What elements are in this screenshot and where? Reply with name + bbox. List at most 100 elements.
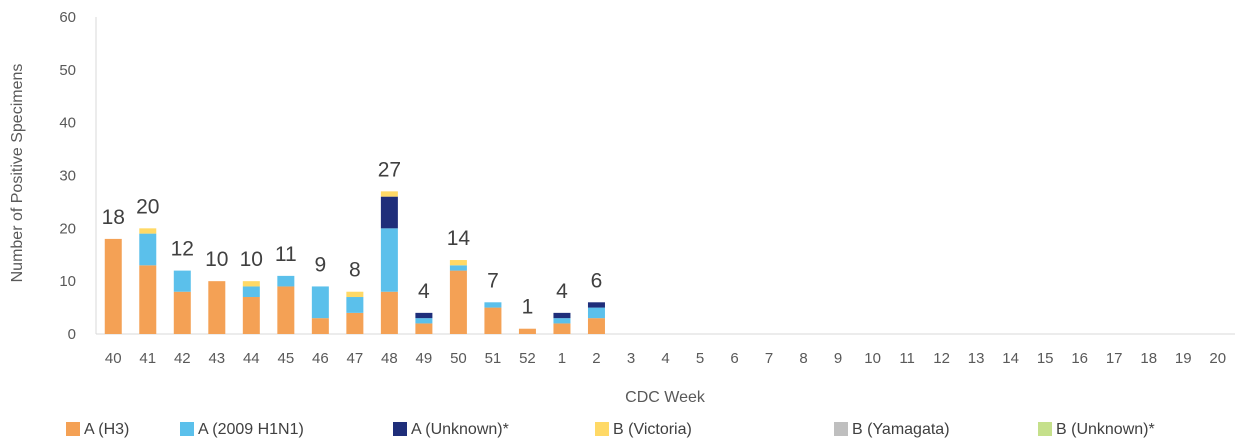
x-tick-label: 7: [765, 350, 773, 367]
data-label: 11: [275, 243, 297, 266]
bar-segment: [380, 191, 398, 197]
x-tick-label: 12: [933, 350, 950, 367]
y-tick-label: 50: [59, 62, 76, 79]
x-tick-label: 13: [968, 350, 985, 367]
legend-label: A (H3): [84, 421, 129, 438]
bar-segment: [415, 323, 433, 334]
data-label: 8: [349, 259, 361, 282]
data-label: 10: [205, 248, 228, 271]
legend-label: B (Victoria): [613, 421, 692, 438]
y-tick-label: 10: [59, 273, 76, 290]
legend-item: A (2009 H1N1): [180, 421, 304, 438]
legend-swatch: [393, 422, 407, 436]
legend-item: A (Unknown)*: [393, 421, 509, 438]
x-tick-label: 17: [1106, 350, 1123, 367]
y-tick-label: 20: [59, 220, 76, 237]
data-label: 12: [171, 238, 194, 261]
bar-segment: [415, 318, 433, 324]
bar-segment: [346, 297, 364, 313]
bar-segment: [346, 312, 364, 334]
x-tick-label: 50: [450, 350, 467, 367]
bar-segment: [277, 286, 295, 334]
legend-label: A (Unknown)*: [411, 421, 509, 438]
x-tick-label: 40: [105, 350, 122, 367]
bar-segment: [587, 307, 605, 319]
data-label: 14: [447, 227, 471, 250]
legend-item: B (Yamagata): [834, 421, 950, 438]
x-axis-title: CDC Week: [625, 389, 706, 406]
x-tick-label: 5: [696, 350, 704, 367]
y-axis-title: Number of Positive Specimens: [9, 64, 26, 283]
data-label: 6: [591, 269, 603, 292]
data-label: 7: [487, 269, 499, 292]
x-tick-label: 41: [139, 350, 156, 367]
y-tick-label: 0: [68, 326, 76, 343]
bar-segment: [346, 291, 364, 298]
legend-item: A (H3): [66, 421, 129, 438]
data-label: 1: [522, 296, 534, 319]
bar-segment: [415, 312, 433, 319]
bar-segment: [449, 260, 467, 266]
bar-segment: [518, 328, 536, 334]
data-label: 9: [315, 253, 327, 276]
x-tick-label: 42: [174, 350, 191, 367]
legend-label: B (Yamagata): [852, 421, 950, 438]
bar-segment: [311, 318, 329, 334]
bar-segment: [208, 281, 226, 334]
data-label: 20: [136, 195, 159, 218]
x-tick-label: 3: [627, 350, 635, 367]
bar-segment: [484, 307, 502, 334]
x-tick-label: 43: [208, 350, 225, 367]
data-label: 4: [418, 280, 430, 303]
legend-item: B (Victoria): [595, 421, 692, 438]
x-tick-label: 9: [834, 350, 842, 367]
x-tick-label: 44: [243, 350, 260, 367]
data-label: 27: [378, 158, 401, 181]
bar-segment: [242, 297, 260, 334]
bar-segment: [242, 286, 260, 298]
legend-swatch: [595, 422, 609, 436]
bar-segment: [139, 233, 157, 266]
x-tick-label: 8: [799, 350, 807, 367]
bar-segment: [139, 265, 157, 334]
bar-segment: [104, 238, 122, 334]
x-tick-label: 10: [864, 350, 881, 367]
bar-segment: [277, 275, 295, 287]
bar-segment: [553, 312, 571, 319]
bar-segment: [449, 265, 467, 271]
bar-segment: [139, 228, 157, 234]
bar-segment: [311, 286, 329, 319]
legend-swatch: [1038, 422, 1052, 436]
bar-segment: [449, 270, 467, 334]
x-tick-label: 2: [592, 350, 600, 367]
x-tick-label: 45: [277, 350, 294, 367]
x-tick-label: 19: [1175, 350, 1192, 367]
x-tick-label: 14: [1002, 350, 1019, 367]
bar-segment: [242, 281, 260, 287]
x-tick-label: 49: [416, 350, 433, 367]
data-label: 10: [240, 248, 263, 271]
y-tick-label: 60: [59, 9, 76, 26]
bar-segment: [173, 291, 191, 334]
data-label: 4: [556, 280, 568, 303]
legend-swatch: [66, 422, 80, 436]
bar-segment: [380, 291, 398, 334]
data-label: 18: [102, 206, 125, 229]
bar-segment: [587, 302, 605, 308]
x-tick-label: 6: [730, 350, 738, 367]
x-tick-label: 51: [485, 350, 502, 367]
x-tick-label: 52: [519, 350, 536, 367]
legend-label: A (2009 H1N1): [198, 421, 304, 438]
x-tick-label: 11: [899, 350, 915, 367]
bar-segment: [380, 228, 398, 292]
y-tick-label: 30: [59, 168, 76, 185]
bar-segment: [484, 302, 502, 308]
bar-segment: [173, 270, 191, 292]
legend: A (H3) A (2009 H1N1) A (Unknown)* B (Victor…: [66, 421, 1155, 438]
legend-swatch: [180, 422, 194, 436]
plot-area: 0102030405060401841204212431044104511469…: [59, 9, 1235, 367]
x-tick-label: 20: [1209, 350, 1226, 367]
bar-segment: [553, 323, 571, 334]
x-tick-label: 1: [558, 350, 566, 367]
